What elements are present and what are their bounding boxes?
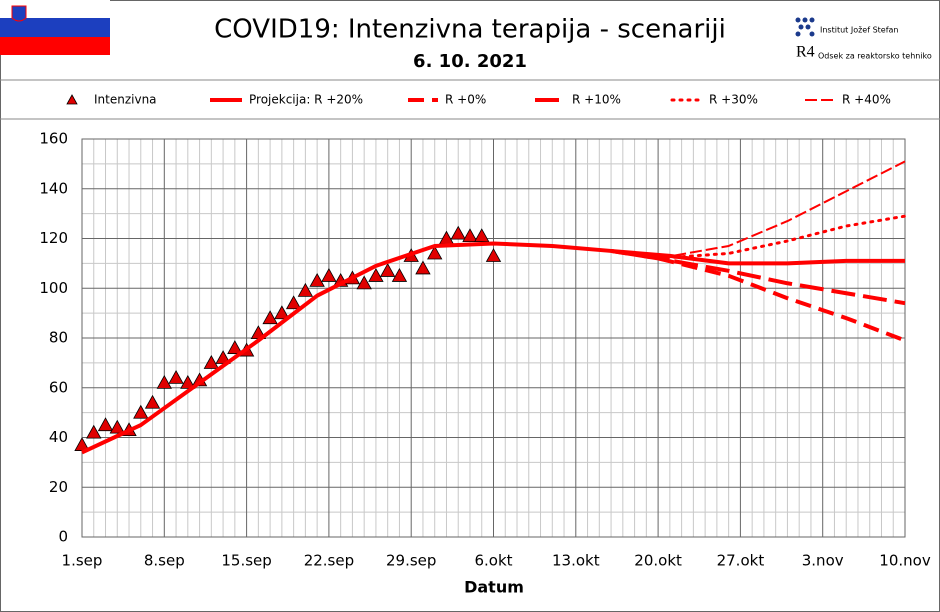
data-point [450,225,466,240]
data-point [356,275,372,290]
y-tick-label: 40 [49,428,68,446]
y-tick-label: 140 [39,179,68,197]
data-point [274,305,290,320]
series-line [81,241,905,455]
series-line [610,160,906,260]
x-tick-label: 20.okt [634,552,682,570]
data-point [368,267,384,282]
logo-mark: R4 [796,44,815,61]
legend-label: R +0% [445,93,486,107]
data-point [133,404,149,419]
data-point [227,340,243,354]
y-tick-label: 20 [49,478,68,496]
x-tick-label: 10.nov [879,552,931,570]
data-point [474,228,490,243]
y-tick-label: 120 [39,229,68,247]
y-tick-label: 100 [39,279,68,297]
x-tick-label: 29.sep [386,552,436,570]
data-point [309,272,325,287]
chart-subtitle: 6. 10. 2021 [413,51,527,72]
data-point [462,228,478,243]
x-tick-label: 27.okt [717,552,765,570]
x-tick-label: 22.sep [304,552,354,570]
data-point [427,245,443,260]
data-point [86,424,102,439]
data-point [180,374,196,389]
data-point [321,267,337,282]
plot-area [81,138,906,538]
legend-label: Projekcija: R +20% [249,93,363,107]
x-tick-label: 13.okt [552,552,600,570]
x-axis-label: Datum [464,578,524,597]
x-tick-label: 1.sep [62,552,103,570]
data-point [415,260,431,275]
logo [795,17,815,37]
legend-label: R +30% [709,93,758,107]
data-point [485,248,502,262]
legend-label: R +10% [572,93,621,107]
institute: Institut Jožef Stefan [820,26,899,35]
data-point [391,267,408,282]
y-tick-label: 60 [49,378,68,396]
x-tick-label: 6.okt [474,552,512,570]
legend-marker [66,94,78,105]
data-point [203,355,220,369]
data-point [285,295,302,310]
legend-label: R +40% [842,93,891,107]
chart-title: COVID19: Intenzivna terapija - scenariji [214,15,726,45]
data-point [156,374,172,389]
x-tick-label: 3.nov [802,552,844,570]
data-point [109,419,125,434]
legend-label: Intenzivna [94,93,157,107]
x-tick-label: 8.sep [144,552,185,570]
data-point [144,394,161,409]
y-tick-label: 80 [49,329,68,347]
y-tick-label: 160 [39,130,68,148]
data-point [262,310,278,325]
data-point [380,263,396,277]
data-point [297,282,314,297]
flag [0,0,110,55]
department: Odsek za reaktorsko tehniko [818,52,932,61]
data-point [168,369,184,384]
data-point [97,417,114,432]
x-tick-label: 15.sep [221,552,271,570]
y-tick-label: 0 [58,528,68,546]
